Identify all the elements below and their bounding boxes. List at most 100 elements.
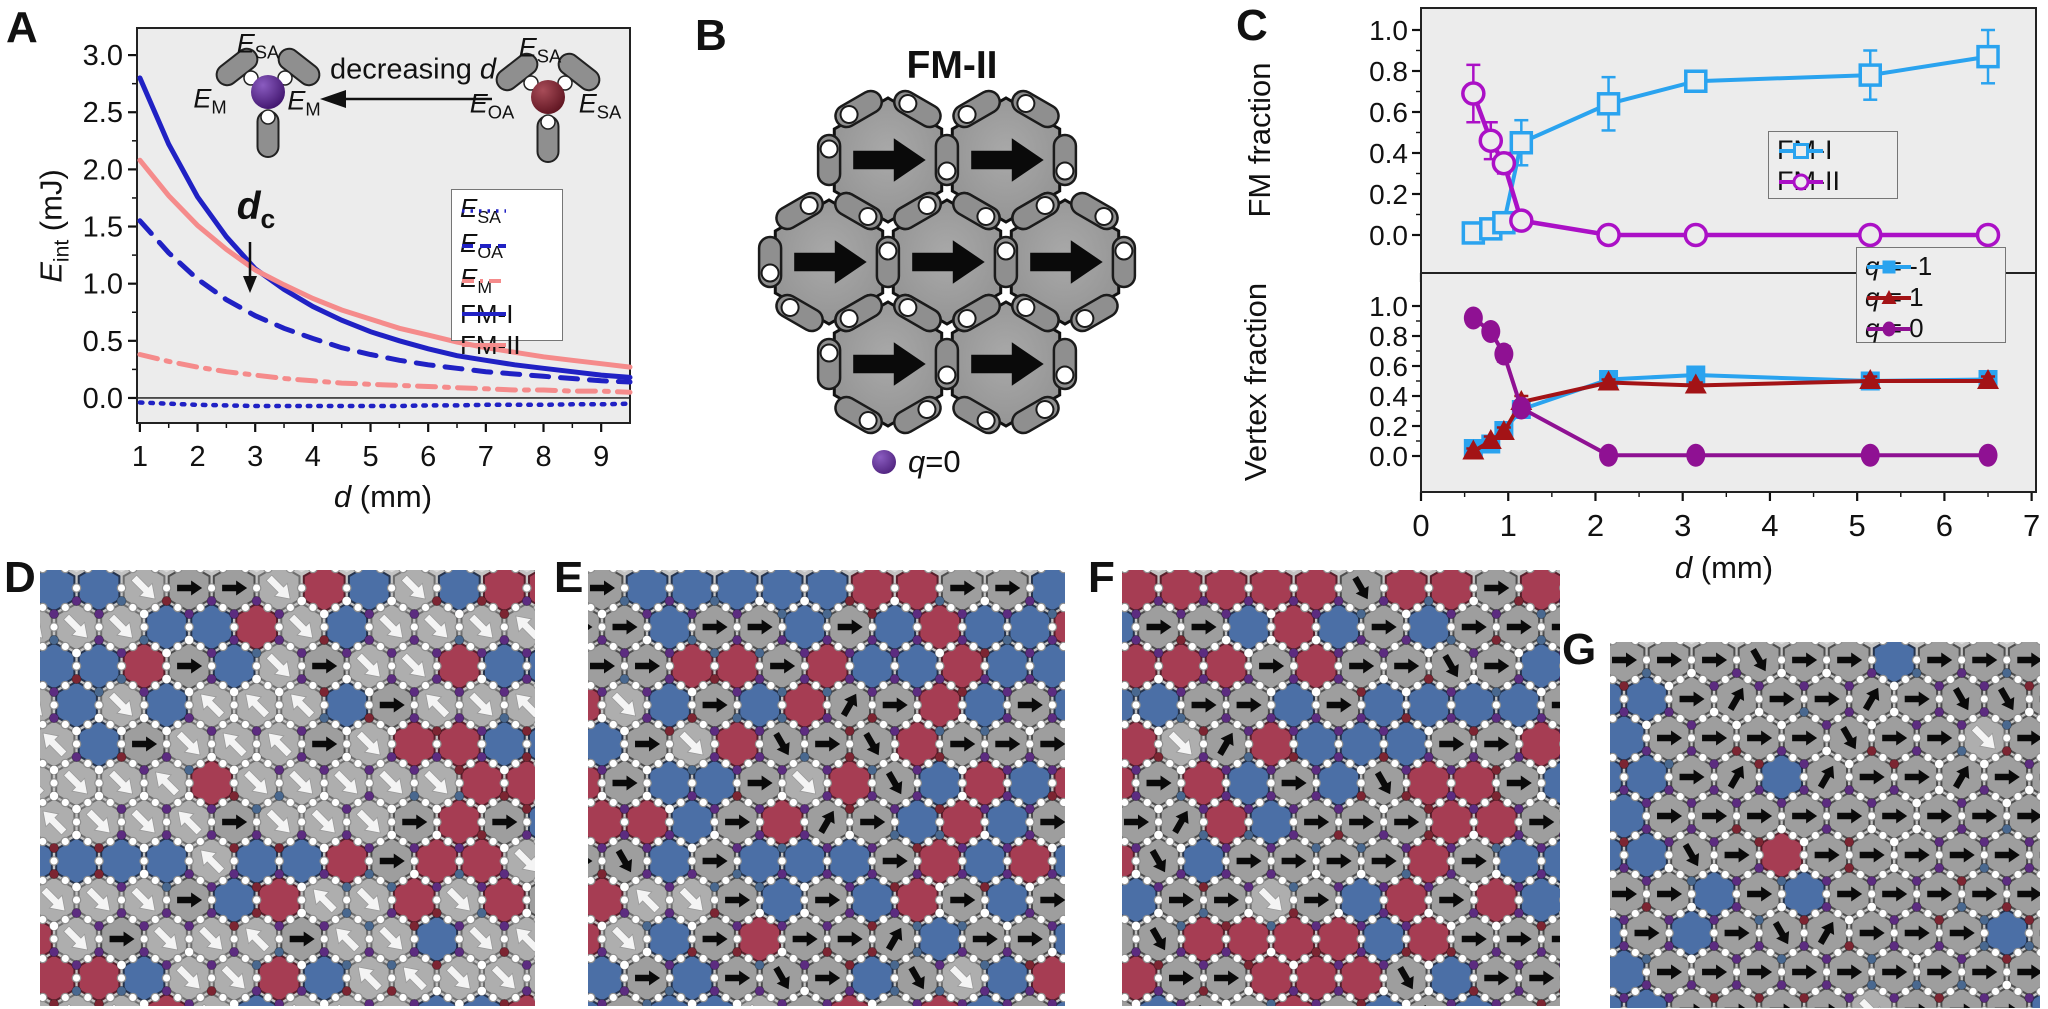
edge-capsule-icon (834, 191, 883, 231)
capsule-pole-dot (2024, 694, 2035, 704)
capsule-pole-dot (878, 953, 889, 964)
capsule-pole-dot (844, 583, 855, 593)
vertex-charge-dot (1002, 635, 1013, 646)
moment-arrow-black-icon (1840, 726, 1857, 750)
vertex-charge-dot (777, 920, 788, 931)
moment-arrow-black-icon (702, 853, 728, 869)
vertex-charge-dot (251, 803, 262, 814)
marker-circle-open (1461, 81, 1486, 106)
capsule-pole-dot (912, 778, 922, 788)
x-tick-label: 5 (1849, 508, 1866, 543)
marker-triangle (1977, 369, 2000, 389)
capsule-pole-dot (1412, 641, 1423, 652)
vertex-charge-dot (1468, 881, 1479, 892)
marker-triangle (1479, 429, 1502, 449)
capsule-pole-dot (1788, 986, 1798, 997)
capsule-body (277, 47, 321, 87)
capsule-pole-dot (588, 602, 596, 613)
y-tick-label: 2.5 (83, 97, 123, 129)
capsule-pole-dot (709, 817, 720, 827)
arrow-shape (1191, 619, 1217, 635)
capsule-pole-dot (353, 680, 363, 691)
vertex-charge-dot (1311, 842, 1322, 853)
moment-arrow-black-icon (1281, 775, 1307, 791)
moment-arrow-black-icon (312, 736, 338, 752)
capsule-pole-dot (1513, 739, 1524, 749)
capsule-pole-dot (1322, 953, 1333, 964)
panel-c-chart: 0.00.20.40.60.81.00.00.20.40.60.81.00 1 2 3… (1369, 7, 2040, 543)
arrow-shape (1439, 736, 1465, 752)
capsule-pole-dot (1525, 719, 1535, 730)
vertex-charge-dot (319, 999, 330, 1006)
arrow-shape (1679, 1003, 1701, 1008)
vertex-charge-dot (1401, 999, 1412, 1006)
capsule-pole-dot (1016, 298, 1036, 317)
capsule-pole-dot (375, 875, 386, 886)
capsule-pole-dot (240, 602, 251, 613)
vertex-charge-dot (979, 751, 990, 762)
capsule-pole-dot (1255, 836, 1265, 847)
moment-arrow-black-icon (402, 814, 428, 830)
vertex-charge-dot (619, 829, 630, 840)
vertex-charge-dot (1401, 609, 1412, 620)
capsule-pole-dot (443, 992, 453, 1003)
capsule-pole-dot (878, 914, 889, 925)
moment-arrow-black-icon (1394, 658, 1420, 674)
vertex-charge-dot (206, 985, 217, 996)
capsule-pole-dot (240, 570, 250, 574)
arrow-shape (1727, 765, 1745, 789)
arrow-shape (1817, 921, 1835, 945)
capsule-pole-dot (375, 570, 386, 574)
vertex-charge-dot (732, 635, 743, 646)
panel-b-diagram (757, 89, 1137, 435)
arrow-shape (468, 691, 494, 717)
capsule-body (557, 52, 601, 92)
capsule-pole-dot (1799, 928, 1809, 938)
edge-dot-layer (588, 570, 1065, 1003)
vertex-charge-dot (386, 751, 397, 762)
arrow-shape (1146, 619, 1172, 635)
capsule-pole-dot (1866, 889, 1877, 899)
capsule-pole-dot (1855, 791, 1866, 802)
capsule-pole-dot (1131, 934, 1141, 944)
y-tick-label: 1.0 (83, 269, 123, 301)
arrow-shape (1657, 652, 1683, 668)
arrow-shape (1904, 925, 1930, 941)
capsule-pole-dot (533, 603, 535, 612)
capsule-pole-dot (330, 641, 341, 652)
capsule-pole-dot (251, 973, 262, 983)
capsule-pole-dot (766, 992, 776, 1003)
arrow-shape (1998, 687, 2015, 711)
moment-arrow-black-icon (1994, 847, 2020, 863)
vertex-charge-dot (777, 635, 788, 646)
capsule-pole-dot (1356, 700, 1366, 710)
capsule-pole-dot (285, 680, 296, 691)
capsule-pole-dot (1878, 986, 1888, 997)
capsule-pole-dot (330, 570, 341, 574)
capsule-pole-dot (1480, 758, 1490, 769)
capsule-pole-dot (94, 700, 104, 710)
capsule-pole-dot (858, 411, 878, 430)
vertex-charge-dot (1153, 829, 1164, 840)
edge-capsule-icon (952, 395, 1001, 435)
capsule-pole-dot (488, 758, 498, 769)
capsule-pole-dot (588, 875, 596, 886)
vertex-charge-dot (1513, 907, 1524, 918)
capsule-pole-dot (588, 836, 596, 847)
capsule-pole-dot (917, 196, 937, 215)
capsule-pole-dot (1058, 992, 1065, 1003)
moment-arrow-black-icon (1326, 697, 1352, 713)
capsule-pole-dot (1345, 602, 1355, 613)
vertex-charge-dot (1401, 946, 1412, 957)
vertex-charge-dot (1536, 687, 1547, 698)
capsule-pole-dot (788, 797, 799, 808)
arrow-shape (995, 580, 1021, 596)
capsule-pole-dot (82, 875, 93, 886)
capsule-pole-dot (957, 700, 968, 710)
arrow-shape (995, 736, 1021, 752)
moment-arrow-black-icon (2017, 964, 2040, 980)
capsule-pole-dot (1142, 602, 1153, 613)
capsule-pole-dot (386, 583, 397, 593)
arrow-shape (1858, 997, 1884, 1008)
capsule-pole-dot (195, 836, 206, 847)
